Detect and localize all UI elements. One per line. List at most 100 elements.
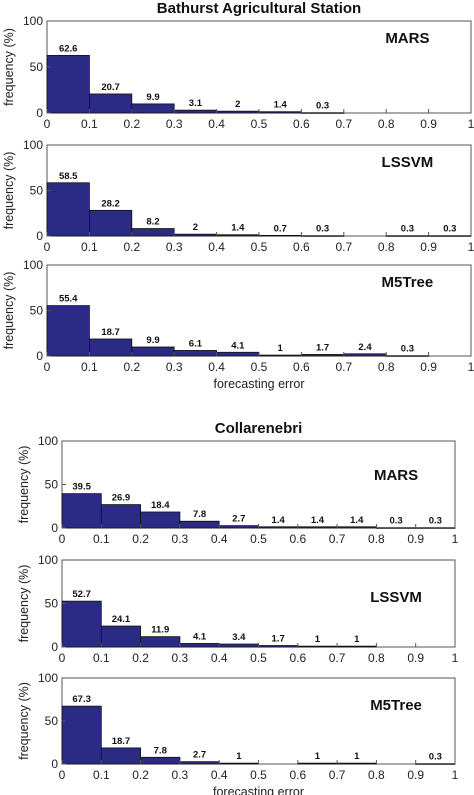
- x-tick-label: 0.8: [368, 532, 385, 546]
- y-axis-label: frequency (%): [2, 272, 16, 350]
- y-tick-label: 100: [23, 258, 43, 272]
- histogram-bar: [216, 234, 260, 237]
- x-tick-label: 0: [44, 117, 51, 131]
- x-axis-label: forecasting error: [213, 377, 304, 391]
- histogram-bar: [415, 763, 456, 765]
- histogram-bar: [61, 705, 102, 765]
- histogram-bar: [131, 346, 175, 357]
- x-tick-label: 0.3: [166, 117, 183, 131]
- histogram-bar: [375, 527, 417, 529]
- x-tick-label: 0.9: [420, 117, 437, 131]
- x-tick-label: 0.8: [378, 240, 395, 254]
- histogram-bar: [343, 353, 387, 357]
- model-label: LSSVM: [382, 154, 434, 171]
- histogram-bar: [218, 525, 259, 529]
- x-tick-label: 0.8: [368, 768, 385, 782]
- y-axis-label: frequency (%): [17, 565, 31, 643]
- x-tick-label: 0: [59, 768, 66, 782]
- data-label: 0.3: [316, 101, 329, 112]
- x-tick-label: 0: [44, 240, 51, 254]
- x-tick-label: 0.3: [166, 360, 183, 374]
- data-label: 9.9: [146, 92, 159, 103]
- data-label: 0.3: [429, 752, 442, 763]
- histogram-bar: [179, 643, 220, 648]
- data-label: 26.9: [112, 493, 131, 504]
- y-tick-label: 0: [36, 349, 43, 363]
- histogram-bar: [89, 338, 133, 357]
- data-label: 2.7: [232, 514, 245, 525]
- histogram-bar: [46, 305, 90, 357]
- data-label: 1.4: [311, 515, 325, 526]
- x-tick-label: 0.8: [378, 360, 395, 374]
- x-tick-label: 0.2: [132, 532, 149, 546]
- x-tick-label: 1: [452, 651, 459, 665]
- histogram-bar: [336, 526, 377, 529]
- histogram-bar: [258, 526, 299, 529]
- y-tick-label: 0: [51, 757, 58, 771]
- data-label: 2.7: [193, 750, 206, 761]
- x-tick-label: 0.1: [81, 360, 98, 374]
- station-title: Bathurst Agricultural Station: [157, 0, 361, 17]
- data-label: 4.1: [231, 340, 245, 351]
- model-label: LSSVM: [370, 589, 422, 606]
- data-label: 2: [235, 99, 240, 110]
- x-tick-label: 1: [468, 117, 474, 131]
- histogram-bar: [89, 209, 133, 237]
- x-tick-label: 0: [59, 532, 66, 546]
- data-label: 3.4: [232, 632, 246, 643]
- histogram-bar: [415, 527, 456, 529]
- chart-panel-0: 62.6 20.7 9.9 3.1 2 1.4 0.3 0 50 100 0 0.1 0.2 0.3 0.4…: [2, 0, 474, 131]
- data-label: 7.8: [154, 745, 167, 756]
- x-tick-label: 0.1: [81, 117, 98, 131]
- x-tick-label: 1: [452, 768, 459, 782]
- data-label: 1: [315, 634, 321, 645]
- histogram-bar: [140, 636, 181, 648]
- x-tick-label: 0.4: [211, 651, 228, 665]
- histogram-bar: [131, 103, 175, 114]
- data-label: 1: [278, 343, 284, 354]
- data-label: 0.3: [389, 516, 402, 527]
- data-label: 9.9: [146, 335, 159, 346]
- y-axis-label: frequency (%): [2, 152, 16, 230]
- histogram-bar: [258, 354, 302, 357]
- y-axis-label: frequency (%): [17, 446, 31, 524]
- x-tick-label: 0.3: [172, 651, 189, 665]
- x-tick-label: 0: [59, 651, 66, 665]
- y-tick-label: 50: [45, 714, 59, 728]
- data-label: 1.4: [350, 515, 364, 526]
- y-tick-label: 100: [23, 14, 43, 28]
- x-tick-label: 1: [452, 532, 459, 546]
- x-tick-label: 0.7: [335, 117, 352, 131]
- chart-panel-3: 39.5 26.9 18.4 7.8 2.7 1.4 1.4 1.4 0.3 0.3 0 50 100 0…: [17, 420, 459, 546]
- histogram-bar: [258, 645, 299, 648]
- data-label: 0.3: [429, 516, 442, 527]
- histogram-bar: [297, 762, 338, 765]
- histogram-bar: [385, 355, 430, 357]
- x-tick-label: 0.3: [172, 532, 189, 546]
- histogram-bar: [140, 756, 181, 765]
- data-label: 1: [315, 751, 321, 762]
- histogram-bar: [179, 520, 220, 529]
- data-label: 1.7: [316, 342, 329, 353]
- model-label: M5Tree: [382, 274, 434, 291]
- y-tick-label: 100: [38, 671, 58, 685]
- x-tick-label: 0.9: [420, 360, 437, 374]
- data-label: 24.1: [112, 614, 131, 625]
- data-label: 0.7: [274, 223, 287, 234]
- histogram-bar: [258, 111, 302, 114]
- model-label: MARS: [385, 30, 429, 47]
- model-label: M5Tree: [370, 697, 422, 714]
- y-tick-label: 0: [36, 229, 43, 243]
- data-label: 20.7: [101, 82, 120, 93]
- x-tick-label: 0.7: [335, 240, 352, 254]
- data-label: 0.3: [401, 224, 414, 235]
- x-tick-label: 0.2: [123, 360, 140, 374]
- histogram-bar: [258, 234, 302, 237]
- data-label: 58.5: [59, 171, 78, 182]
- x-tick-label: 0.4: [211, 768, 228, 782]
- y-tick-label: 50: [45, 478, 59, 492]
- histogram-bar: [216, 110, 260, 114]
- data-label: 67.3: [72, 694, 91, 705]
- y-tick-label: 100: [38, 434, 58, 448]
